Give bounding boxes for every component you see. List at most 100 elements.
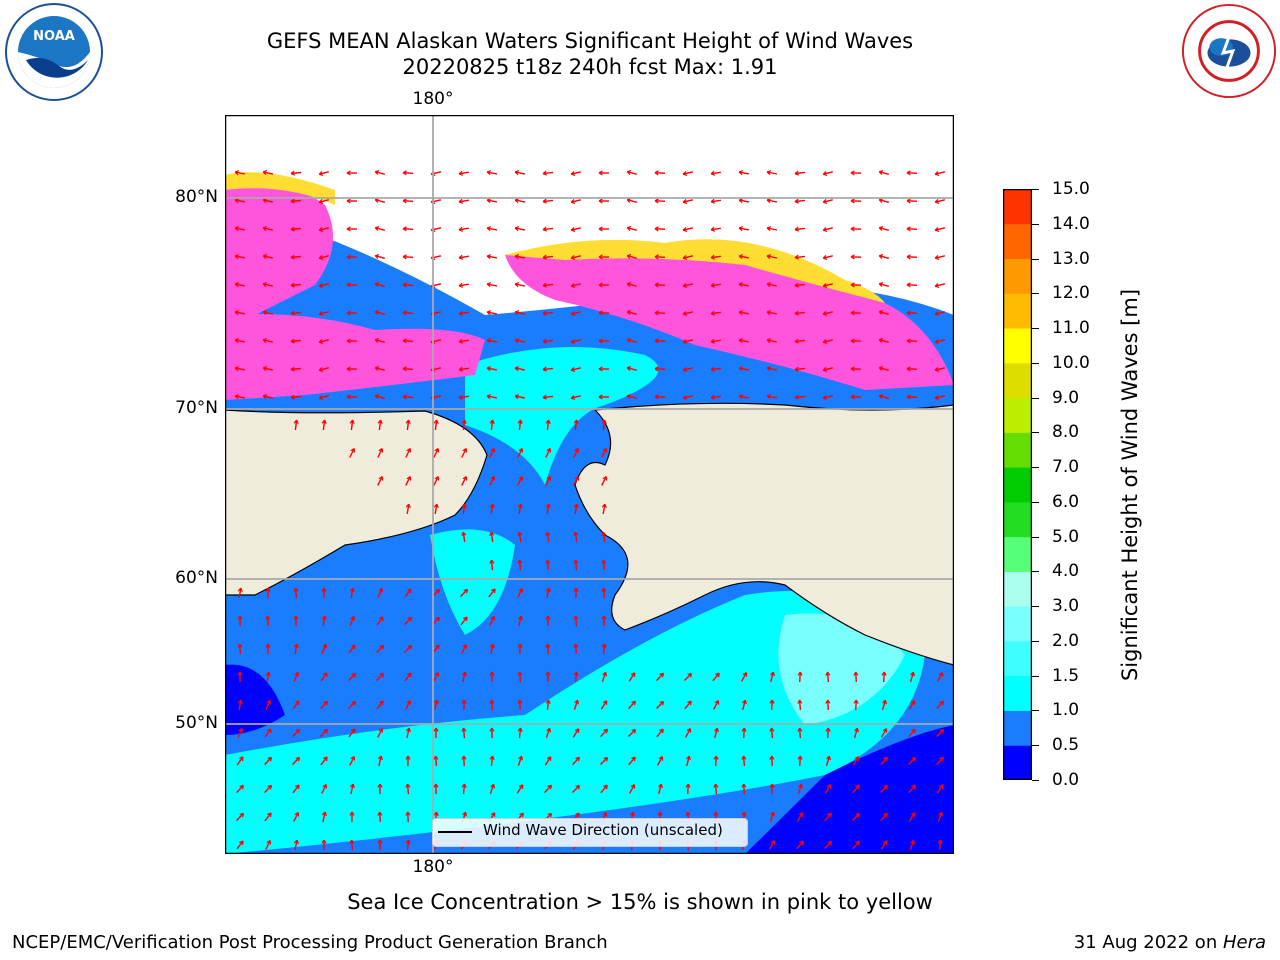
wave-direction-arrow — [883, 671, 885, 683]
wave-direction-arrow — [459, 588, 469, 598]
wave-direction-arrowhead — [490, 783, 496, 789]
wave-direction-arrow — [462, 503, 466, 515]
wave-direction-arrowhead — [710, 394, 715, 400]
wave-direction-arrow — [796, 840, 804, 850]
wave-direction-arrow — [234, 283, 246, 287]
wave-direction-arrowhead — [659, 700, 665, 706]
wave-direction-arrowhead — [349, 419, 355, 424]
wave-direction-arrow — [542, 199, 554, 203]
wave-direction-arrowhead — [794, 226, 799, 232]
wave-direction-arrow — [402, 311, 414, 315]
colorbar-tick-mark — [1032, 432, 1039, 434]
wave-direction-arrow — [350, 419, 354, 431]
wave-direction-arrow — [542, 227, 554, 231]
wave-direction-arrow — [264, 728, 272, 738]
wave-direction-arrowhead — [461, 783, 467, 788]
wave-direction-arrowhead — [906, 226, 911, 232]
colorbar-tick-label: 2.0 — [1052, 630, 1080, 651]
wave-direction-arrow — [458, 171, 470, 175]
wave-direction-arrow — [572, 728, 580, 738]
wave-direction-arrowhead — [234, 198, 240, 204]
wave-direction-arrowhead — [573, 419, 579, 424]
wave-direction-arrow — [264, 756, 272, 766]
wave-direction-arrow — [934, 311, 946, 315]
wave-direction-arrowhead — [545, 699, 551, 704]
wave-direction-arrowhead — [570, 170, 576, 176]
wave-direction-arrow — [855, 699, 857, 711]
wave-direction-arrowhead — [710, 254, 715, 260]
wave-direction-arrowhead — [710, 170, 715, 176]
wave-direction-arrowhead — [346, 198, 351, 204]
wave-direction-arrowhead — [349, 587, 355, 593]
wave-direction-arrow — [654, 172, 666, 174]
wave-direction-arrowhead — [794, 198, 799, 204]
wave-direction-arrowhead — [546, 476, 552, 481]
wave-direction-arrow — [571, 255, 581, 259]
wave-direction-arrowhead — [654, 282, 659, 288]
colorbar-tick-label: 6.0 — [1052, 491, 1080, 512]
wave-direction-arrow — [600, 757, 608, 765]
wave-direction-arrow — [740, 672, 748, 682]
wave-direction-arrow — [488, 588, 496, 598]
wave-direction-arrowhead — [738, 254, 744, 260]
wave-direction-arrow — [938, 839, 942, 851]
wave-direction-arrow — [402, 171, 414, 175]
wave-direction-arrowhead — [267, 756, 272, 762]
wave-direction-arrow — [571, 171, 581, 175]
wave-direction-arrow — [349, 616, 355, 626]
wave-direction-arrowhead — [265, 587, 271, 592]
wave-direction-arrowhead — [654, 198, 659, 204]
wave-direction-arrowhead — [462, 476, 468, 481]
svg-text:NOAA: NOAA — [33, 29, 75, 44]
wave-direction-arrow — [738, 171, 750, 175]
sea-ice-east — [505, 246, 954, 390]
wave-direction-arrowhead — [570, 394, 576, 400]
wave-direction-arrowhead — [490, 476, 496, 481]
wave-direction-arrowhead — [738, 170, 744, 176]
wave-direction-arrow — [542, 367, 554, 371]
wave-direction-arrowhead — [658, 756, 664, 761]
wave-direction-arrowhead — [407, 644, 413, 650]
wave-direction-arrowhead — [822, 170, 828, 176]
wave-direction-arrow — [265, 700, 271, 710]
wave-direction-arrow — [766, 311, 778, 315]
wave-direction-arrowhead — [934, 282, 940, 288]
colorbar-tick-label: 9.0 — [1052, 387, 1080, 408]
wave-direction-arrow — [574, 532, 578, 542]
wave-direction-arrow — [769, 812, 775, 822]
colorbar-tick-label: 14.0 — [1052, 213, 1090, 234]
wave-direction-arrowhead — [934, 170, 940, 176]
legend-line-icon — [438, 831, 472, 833]
wave-direction-arrow — [714, 728, 718, 738]
wave-direction-arrow — [656, 672, 664, 682]
wave-direction-arrowhead — [237, 587, 243, 593]
wave-direction-arrow — [238, 699, 242, 711]
wave-direction-arrowhead — [937, 839, 943, 844]
wave-direction-arrow — [348, 644, 356, 654]
wave-direction-arrow — [263, 784, 273, 794]
wave-direction-arrow — [514, 311, 526, 315]
wave-direction-arrowhead — [514, 282, 520, 288]
wave-direction-arrow — [682, 283, 694, 287]
wave-direction-arrow — [654, 368, 666, 370]
siberia-land — [225, 409, 488, 596]
wave-direction-arrow — [852, 840, 860, 850]
wave-direction-arrowhead — [603, 784, 608, 790]
wave-direction-arrow — [824, 784, 832, 794]
wave-direction-arrow — [462, 671, 466, 683]
wave-direction-arrowhead — [374, 366, 380, 372]
wave-direction-arrow — [319, 367, 329, 371]
wave-direction-arrowhead — [878, 282, 884, 288]
wave-direction-arrow — [711, 283, 721, 287]
wave-direction-arrow — [290, 171, 302, 175]
wave-direction-arrowhead — [601, 503, 607, 509]
colorbar-tick-mark — [1032, 536, 1039, 538]
footer-branch: NCEP/EMC/Verification Post Processing Pr… — [12, 932, 608, 953]
wave-direction-arrowhead — [850, 394, 855, 400]
wave-direction-arrowhead — [377, 755, 383, 761]
wave-direction-arrow — [434, 503, 438, 515]
colorbar-tick-mark — [1032, 710, 1039, 712]
wave-direction-arrow — [377, 476, 383, 486]
wave-direction-arrowhead — [878, 366, 884, 372]
wave-direction-arrow — [518, 615, 522, 627]
